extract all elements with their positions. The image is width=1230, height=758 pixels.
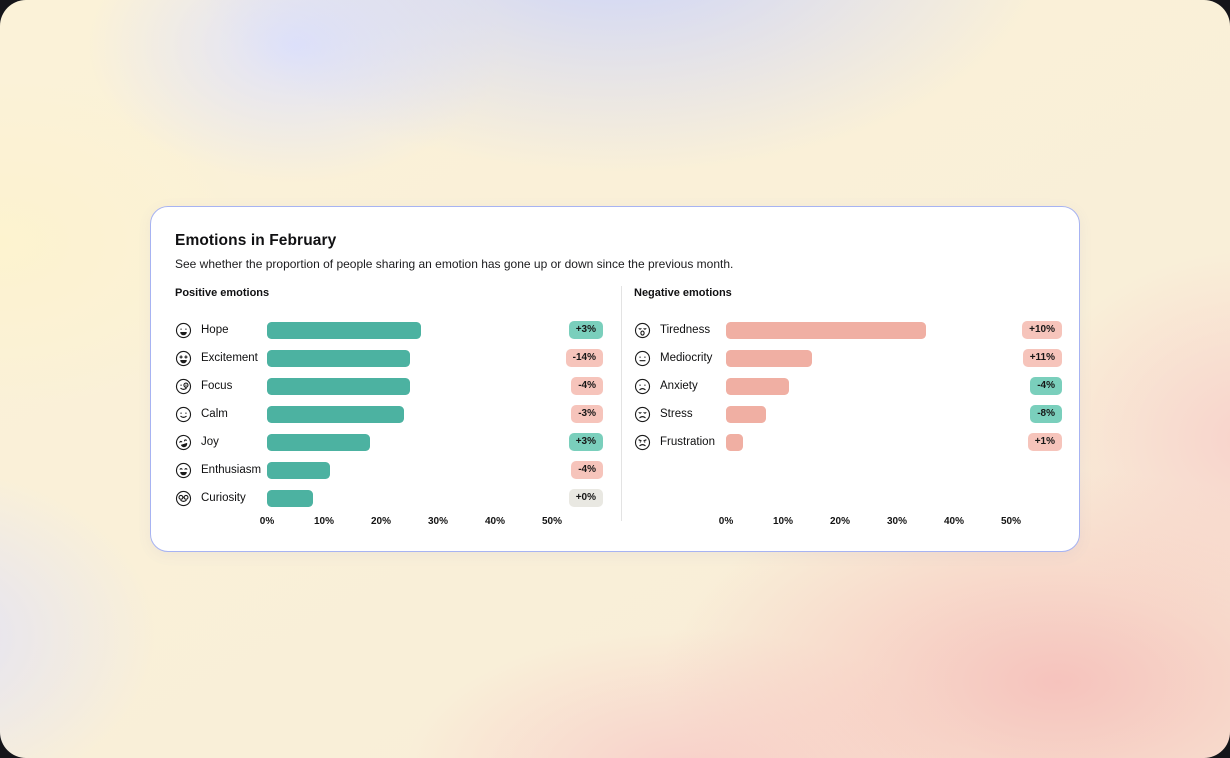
change-badge: +10% bbox=[1022, 321, 1062, 339]
bar-track bbox=[726, 321, 1019, 339]
stressed-face-icon bbox=[634, 406, 660, 423]
bar-track bbox=[726, 377, 1019, 395]
emotion-row: Frustration +1% bbox=[634, 428, 1062, 456]
anxious-face-icon bbox=[634, 378, 660, 395]
emotion-label: Anxiety bbox=[660, 380, 698, 392]
axis-tick-label: 50% bbox=[541, 516, 563, 527]
positive-emotions-rows: Hope +3% Excitement -14% Focus -4% Calm -3% Joy +… bbox=[175, 316, 603, 512]
bar-track bbox=[726, 349, 1019, 367]
change-badge: +3% bbox=[568, 433, 603, 451]
axis-tick-label: 10% bbox=[313, 516, 335, 527]
change-badge: -4% bbox=[1030, 377, 1062, 395]
axis-tick-label: 0% bbox=[259, 516, 275, 527]
bar-track bbox=[267, 461, 560, 479]
emotion-row: Stress -8% bbox=[634, 400, 1062, 428]
emotion-label: Stress bbox=[660, 408, 693, 420]
change-badge: +0% bbox=[568, 489, 603, 507]
bar-track bbox=[726, 405, 1019, 423]
positive-emotions-panel: Positive emotions Hope +3% Excitement -14% F… bbox=[175, 287, 603, 537]
negative-x-axis: 0% 10% 20% 30% 40% 50% bbox=[719, 516, 1021, 530]
emotion-row: Focus -4% bbox=[175, 372, 603, 400]
emotion-label: Focus bbox=[201, 380, 233, 392]
grinning-face-icon bbox=[175, 322, 201, 339]
change-badge: -3% bbox=[571, 405, 603, 423]
axis-tick-label: 30% bbox=[886, 516, 908, 527]
emotion-row: Joy +3% bbox=[175, 428, 603, 456]
emotion-bar bbox=[726, 321, 926, 339]
emotion-row: Enthusiasm -4% bbox=[175, 456, 603, 484]
axis-tick-label: 40% bbox=[484, 516, 506, 527]
emotion-bar bbox=[267, 433, 370, 451]
bar-track bbox=[726, 433, 1019, 451]
change-badge: -4% bbox=[571, 377, 603, 395]
emotion-row: Curiosity +0% bbox=[175, 484, 603, 512]
emotion-label: Frustration bbox=[660, 436, 715, 448]
negative-emotions-rows: Tiredness +10% Mediocrity +11% Anxiety -4% Str… bbox=[634, 316, 1062, 456]
emotion-bar bbox=[267, 349, 410, 367]
axis-tick-label: 50% bbox=[1000, 516, 1022, 527]
emotions-card: Emotions in February See whether the pro… bbox=[150, 206, 1080, 552]
card-title: Emotions in February bbox=[175, 232, 337, 249]
emotion-row: Tiredness +10% bbox=[634, 316, 1062, 344]
emotion-label: Hope bbox=[201, 324, 229, 336]
bar-track bbox=[267, 377, 560, 395]
positive-emotions-header: Positive emotions bbox=[175, 287, 270, 299]
change-badge: +11% bbox=[1022, 349, 1062, 367]
emotion-row: Calm -3% bbox=[175, 400, 603, 428]
emotion-bar bbox=[726, 349, 812, 367]
emotion-row: Excitement -14% bbox=[175, 344, 603, 372]
tired-face-icon bbox=[634, 322, 660, 339]
emotion-bar bbox=[267, 461, 330, 479]
negative-emotions-panel: Negative emotions Tiredness +10% Mediocrit… bbox=[634, 287, 1062, 537]
emotion-label: Joy bbox=[201, 436, 219, 448]
bar-track bbox=[267, 321, 560, 339]
emotion-label: Calm bbox=[201, 408, 228, 420]
emotion-bar bbox=[726, 433, 743, 451]
bar-track bbox=[267, 433, 560, 451]
laughing-face-icon bbox=[175, 434, 201, 451]
change-badge: -4% bbox=[571, 461, 603, 479]
change-badge: +1% bbox=[1027, 433, 1062, 451]
axis-tick-label: 20% bbox=[370, 516, 392, 527]
axis-tick-label: 20% bbox=[829, 516, 851, 527]
bar-track bbox=[267, 405, 560, 423]
emotion-bar bbox=[267, 321, 421, 339]
positive-x-axis: 0% 10% 20% 30% 40% 50% bbox=[260, 516, 562, 530]
axis-tick-label: 0% bbox=[718, 516, 734, 527]
excited-face-icon bbox=[175, 350, 201, 367]
focused-face-icon bbox=[175, 378, 201, 395]
calm-face-icon bbox=[175, 406, 201, 423]
negative-emotions-header: Negative emotions bbox=[634, 287, 732, 299]
emotion-row: Anxiety -4% bbox=[634, 372, 1062, 400]
emotion-bar bbox=[726, 377, 789, 395]
neutral-face-icon bbox=[634, 350, 660, 367]
bar-track bbox=[267, 349, 560, 367]
emotion-bar bbox=[267, 377, 410, 395]
bar-track bbox=[267, 489, 560, 507]
change-badge: -14% bbox=[565, 349, 603, 367]
emotion-label: Excitement bbox=[201, 352, 258, 364]
emotion-bar bbox=[726, 405, 766, 423]
emotion-bar bbox=[267, 489, 313, 507]
emotion-bar bbox=[267, 405, 404, 423]
card-subtitle: See whether the proportion of people sha… bbox=[175, 257, 734, 271]
axis-tick-label: 40% bbox=[943, 516, 965, 527]
frustrated-face-icon bbox=[634, 434, 660, 451]
emotion-label: Tiredness bbox=[660, 324, 711, 336]
emotion-label: Mediocrity bbox=[660, 352, 713, 364]
emotion-label: Curiosity bbox=[201, 492, 246, 504]
curious-face-icon bbox=[175, 490, 201, 507]
panel-divider bbox=[621, 286, 622, 521]
emotion-label: Enthusiasm bbox=[201, 464, 262, 476]
emotion-row: Hope +3% bbox=[175, 316, 603, 344]
beaming-face-icon bbox=[175, 462, 201, 479]
change-badge: -8% bbox=[1030, 405, 1062, 423]
axis-tick-label: 10% bbox=[772, 516, 794, 527]
axis-tick-label: 30% bbox=[427, 516, 449, 527]
emotion-row: Mediocrity +11% bbox=[634, 344, 1062, 372]
change-badge: +3% bbox=[568, 321, 603, 339]
